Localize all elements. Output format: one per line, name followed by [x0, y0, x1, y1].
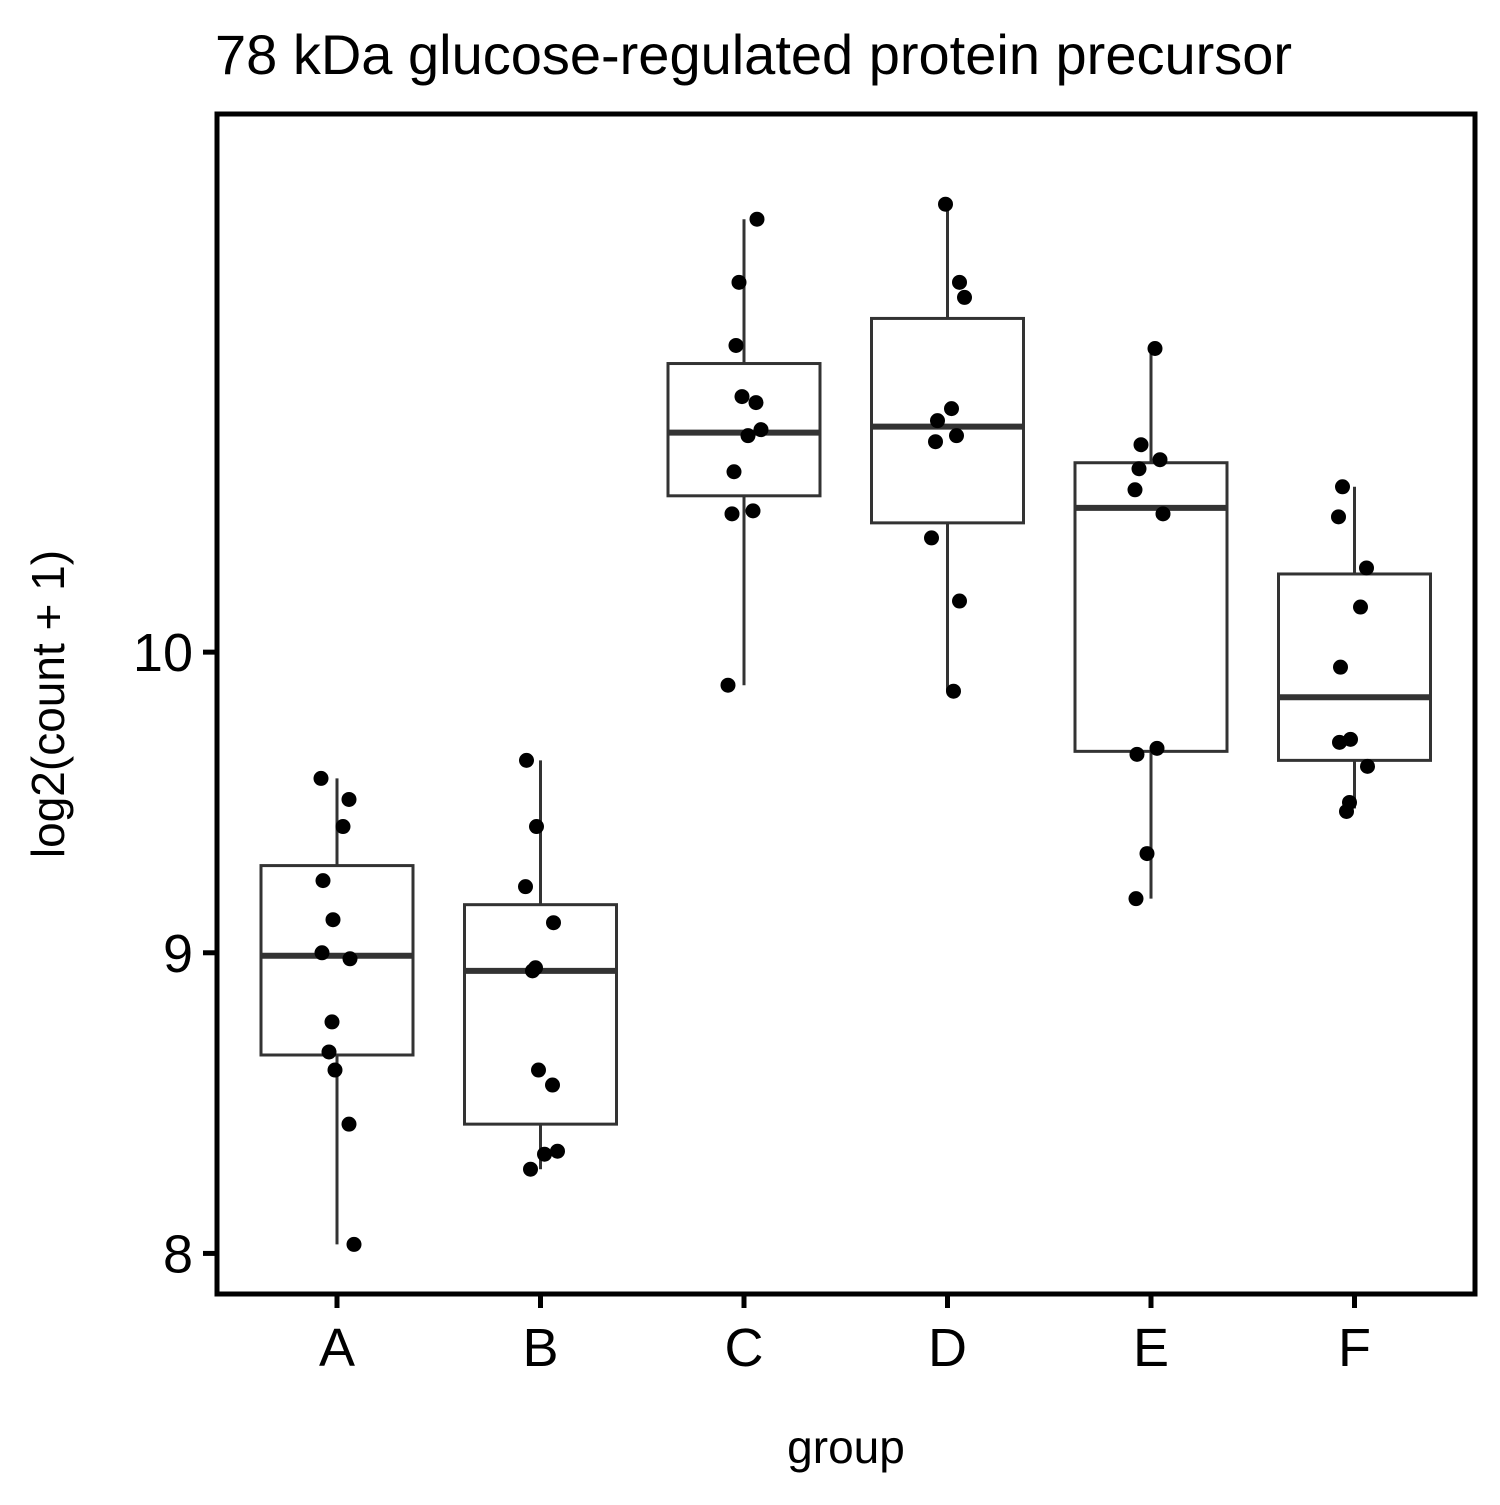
y-tick-label: 10 [133, 623, 193, 683]
data-point-f [1332, 734, 1347, 750]
data-point-d [924, 530, 939, 546]
data-point-c [740, 428, 756, 444]
data-point-b [546, 915, 561, 931]
data-point-a [335, 819, 351, 835]
x-tick-label: E [1133, 1318, 1169, 1378]
data-point-a [342, 951, 358, 967]
plot-border [214, 111, 1478, 1297]
data-point-b [523, 1161, 538, 1177]
data-point-f [1331, 509, 1346, 525]
data-point-c [724, 506, 740, 522]
x-tick-label: D [928, 1318, 967, 1378]
data-point-d [928, 434, 943, 450]
data-point-c [731, 274, 747, 290]
data-point-b [529, 819, 544, 835]
data-point-c [734, 389, 750, 405]
plot-area [259, 196, 1432, 1252]
data-point-e [1147, 340, 1163, 356]
data-point-e [1139, 846, 1155, 862]
data-point-b [525, 963, 540, 979]
x-tick-label: B [522, 1318, 558, 1378]
data-point-c [749, 211, 765, 227]
data-point-c [726, 464, 742, 480]
box-f [1277, 572, 1432, 762]
data-point-d [952, 274, 967, 290]
data-point-e [1149, 740, 1165, 756]
data-point-c [745, 503, 761, 519]
data-point-e [1152, 452, 1168, 468]
x-tick-label: A [319, 1318, 355, 1378]
data-point-e [1127, 482, 1143, 498]
data-point-e [1155, 506, 1171, 522]
data-point-c [753, 422, 769, 438]
data-point-d [946, 683, 961, 699]
data-point-f [1353, 599, 1368, 615]
data-point-d [930, 413, 945, 429]
data-point-d [952, 593, 967, 609]
axes: 8 9 10 A B C D E F [133, 623, 1371, 1378]
data-point-e [1128, 891, 1144, 907]
data-point-d [957, 289, 972, 305]
y-axis-title: log2(count + 1) [22, 550, 74, 858]
data-point-a [321, 1044, 337, 1060]
data-point-f [1335, 479, 1350, 495]
data-point-b [550, 1143, 565, 1159]
x-axis-title: group [787, 1421, 905, 1473]
box-d [870, 316, 1025, 525]
data-point-c [748, 395, 764, 411]
data-point-a [325, 912, 341, 928]
y-tick-label: 8 [163, 1224, 193, 1284]
data-point-a [327, 1062, 343, 1078]
data-point-a [315, 873, 331, 889]
y-tick-label: 9 [163, 924, 193, 984]
data-point-b [518, 879, 533, 895]
data-point-a [341, 791, 357, 807]
data-point-a [346, 1236, 362, 1252]
data-point-f [1339, 803, 1354, 819]
data-point-a [313, 770, 329, 786]
data-point-b [531, 1062, 546, 1078]
data-point-e [1133, 437, 1149, 453]
data-point-f [1333, 659, 1348, 675]
data-point-b [519, 752, 534, 768]
data-point-a [324, 1014, 340, 1030]
data-point-a [341, 1116, 357, 1132]
x-tick-label: F [1338, 1318, 1371, 1378]
data-point-a [314, 945, 330, 961]
chart-title: 78 kDa glucose-regulated protein precurs… [215, 23, 1292, 86]
data-point-c [728, 337, 744, 353]
data-point-f [1359, 560, 1374, 576]
data-point-c [720, 677, 736, 693]
x-tick-label: C [725, 1318, 764, 1378]
data-point-e [1131, 461, 1147, 477]
data-point-d [944, 401, 959, 417]
data-point-f [1360, 758, 1375, 774]
data-point-d [938, 196, 953, 212]
data-point-e [1129, 746, 1145, 762]
box-e [1073, 461, 1229, 753]
box-b [463, 903, 618, 1126]
data-point-b [537, 1146, 552, 1162]
data-point-b [545, 1077, 560, 1093]
data-point-d [949, 428, 964, 444]
